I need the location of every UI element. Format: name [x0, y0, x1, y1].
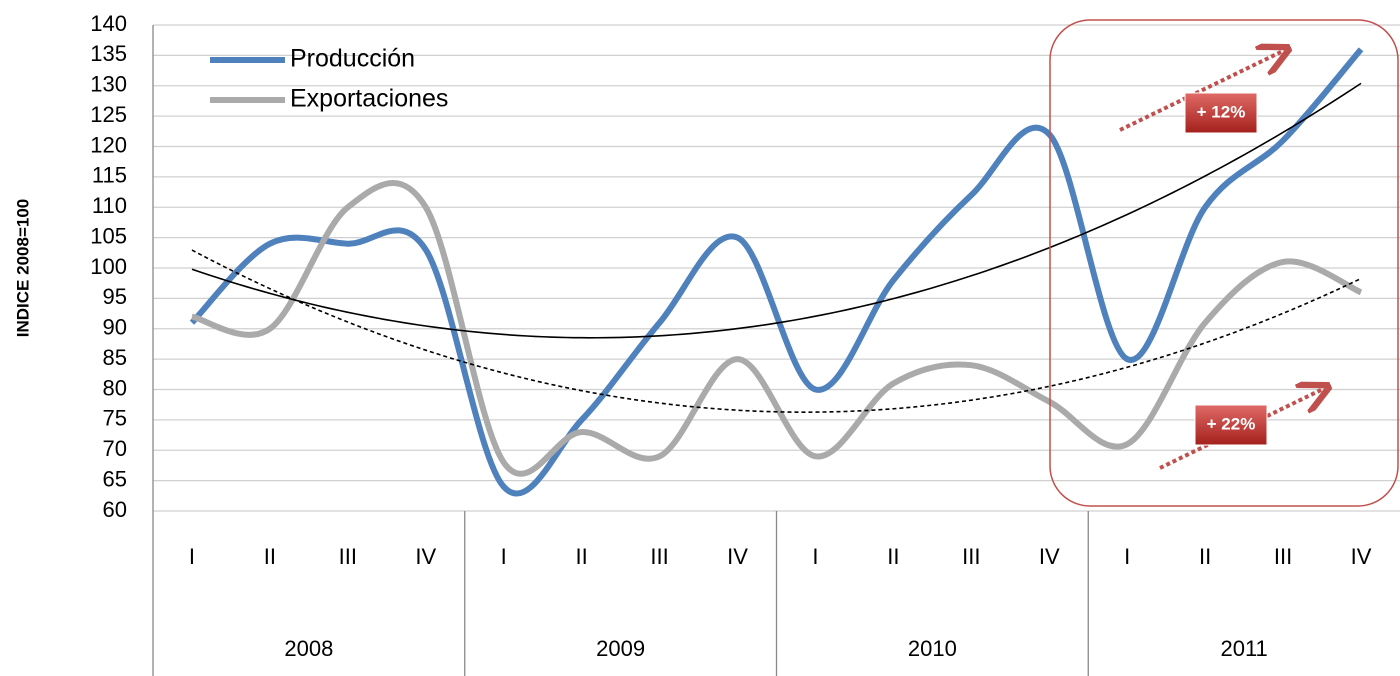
x-tick-label: I	[501, 544, 507, 569]
y-tick-label: 85	[103, 345, 127, 370]
trendline	[191, 82, 1362, 339]
y-tick-label: 105	[90, 223, 127, 248]
annotation-box	[1194, 404, 1268, 446]
annotation-label: + 22%	[1207, 414, 1256, 433]
y-tick-label: 125	[90, 102, 127, 127]
series-line	[189, 47, 1364, 497]
y-tick-label: 70	[103, 436, 127, 461]
x-tick-label: IV	[415, 544, 436, 569]
legend-label: Producción	[290, 45, 415, 73]
x-tick-label: III	[1274, 544, 1292, 569]
x-tick-label: II	[887, 544, 899, 569]
x-tick-label: IV	[1351, 544, 1372, 569]
y-tick-label: 60	[103, 497, 127, 522]
y-tick-label: 80	[103, 375, 127, 400]
x-group-label: 2011	[1220, 636, 1267, 661]
y-tick-label: 75	[103, 406, 127, 431]
highlight-box	[1049, 19, 1399, 507]
legend-label: Exportaciones	[290, 85, 448, 113]
x-group-label: 2008	[284, 636, 333, 661]
y-axis-label: INDICE 2008=100	[13, 199, 32, 337]
x-tick-label: I	[812, 544, 818, 569]
y-tick-label: 65	[103, 466, 127, 491]
y-tick-label: 135	[90, 41, 127, 66]
x-tick-label: I	[189, 544, 195, 569]
trendline	[191, 249, 1362, 413]
y-tick-label: 120	[90, 132, 127, 157]
x-tick-label: III	[650, 544, 668, 569]
y-tick-label: 130	[90, 72, 127, 97]
x-group-label: 2010	[908, 636, 957, 661]
annotation-label: + 12%	[1197, 102, 1246, 121]
y-tick-label: 100	[90, 254, 127, 279]
x-tick-label: II	[576, 544, 588, 569]
x-tick-label: III	[962, 544, 980, 569]
y-tick-label: 110	[92, 193, 127, 218]
x-group-label: 2009	[596, 636, 645, 661]
series-line	[191, 180, 1363, 477]
y-tick-label: 90	[103, 315, 127, 340]
annotation-box	[1184, 92, 1258, 134]
x-tick-label: II	[1199, 544, 1211, 569]
x-tick-label: I	[1124, 544, 1130, 569]
trend-arrow	[1119, 50, 1285, 132]
y-tick-label: 115	[92, 163, 127, 188]
x-tick-label: III	[339, 544, 357, 569]
y-tick-label: 140	[90, 11, 127, 36]
y-tick-label: 95	[103, 284, 127, 309]
x-tick-label: II	[264, 544, 276, 569]
x-tick-label: IV	[1039, 544, 1060, 569]
x-tick-label: IV	[727, 544, 748, 569]
